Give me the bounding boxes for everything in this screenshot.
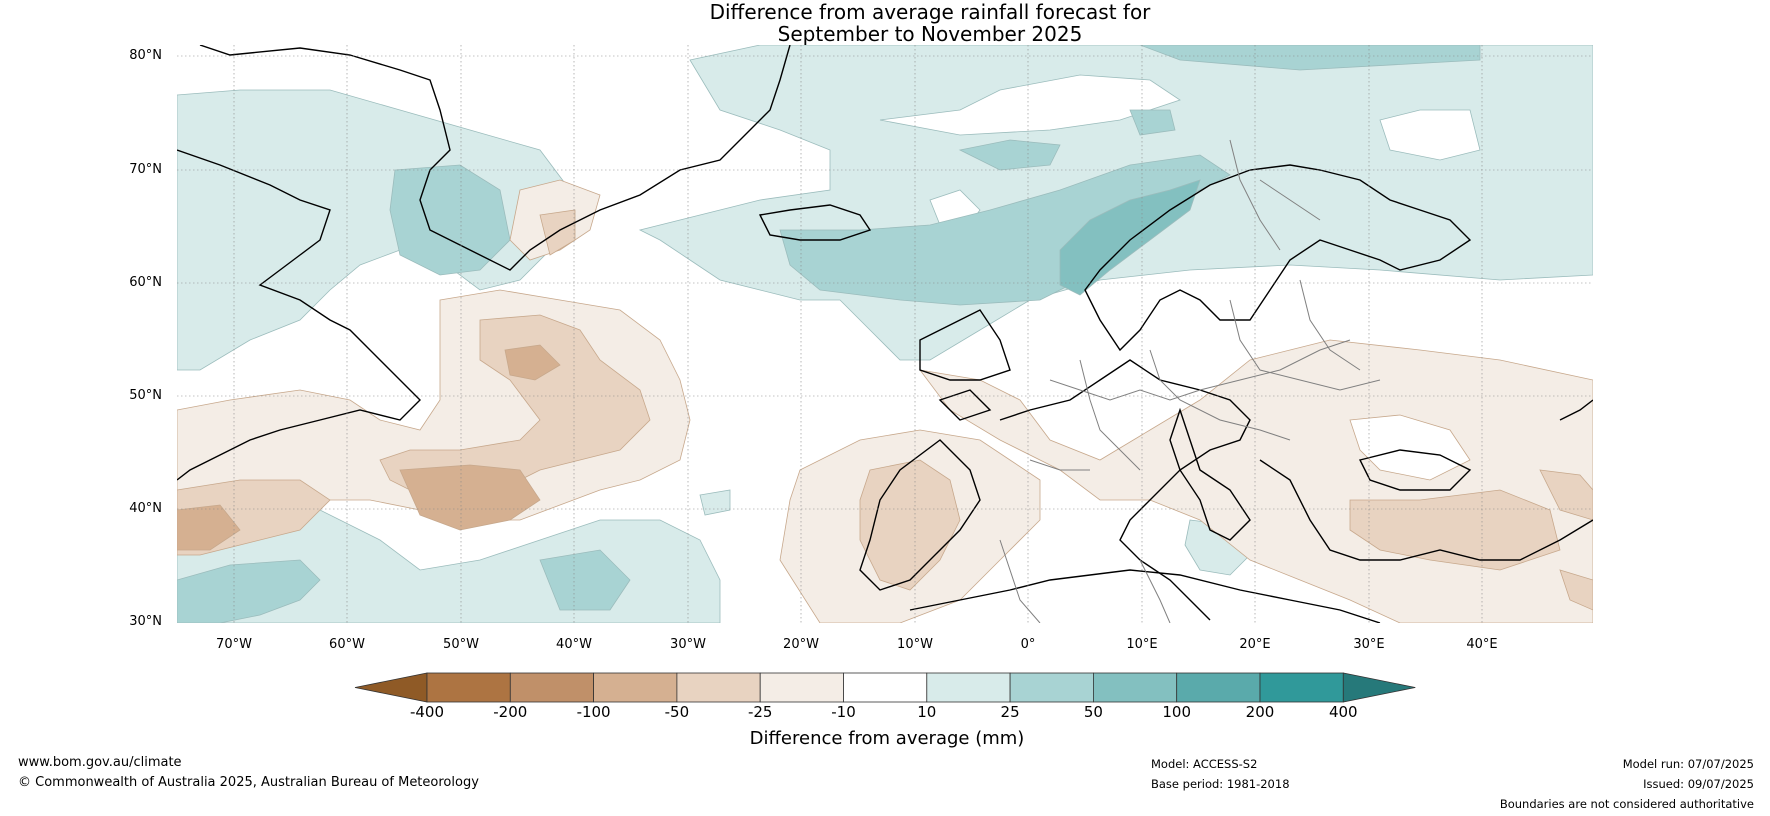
colorbar-segment (509, 672, 594, 703)
colorbar-tick-label: -25 (747, 703, 773, 721)
colorbar-segment (926, 672, 1011, 703)
lon-label-10w: 10°W (897, 637, 933, 652)
colorbar-segment (676, 672, 761, 703)
title-line-2: September to November 2025 (777, 22, 1083, 46)
graticule (177, 45, 1593, 623)
colorbar-tick-label: -50 (664, 703, 690, 721)
colorbar-segment (1176, 672, 1261, 703)
lat-label-30n: 30°N (129, 614, 162, 629)
lon-label-50w: 50°W (443, 637, 479, 652)
footer-model-run: Model run: 07/07/2025 (1622, 757, 1754, 771)
lat-label-70n: 70°N (129, 162, 162, 177)
colorbar-tick-label: -10 (831, 703, 856, 721)
colorbar-tick-label: 400 (1328, 703, 1358, 721)
footer-base-period: Base period: 1981-2018 (1151, 777, 1290, 791)
colorbar-segment (593, 672, 678, 703)
colorbar-extend-high (1342, 672, 1416, 703)
colorbar-tick-label: -200 (493, 703, 528, 721)
lon-label-70w: 70°W (216, 637, 252, 652)
footer-disclaimer: Boundaries are not considered authoritat… (1499, 797, 1754, 811)
colorbar-segment (1009, 672, 1094, 703)
lat-label-40n: 40°N (129, 501, 162, 516)
dry-anomaly-regions (177, 179, 1593, 623)
footer-copyright: © Commonwealth of Australia 2025, Austra… (18, 775, 479, 790)
lon-label-60w: 60°W (329, 637, 365, 652)
lon-label-30w: 30°W (670, 637, 706, 652)
colorbar-segment (759, 672, 844, 703)
colorbar-segment (426, 672, 511, 703)
colorbar-segment (1259, 672, 1344, 703)
colorbar-extend-low (354, 672, 428, 703)
lon-label-0: 0° (1020, 637, 1036, 652)
lon-label-40w: 40°W (556, 637, 592, 652)
lat-label-80n: 80°N (129, 48, 162, 63)
footer-url: www.bom.gov.au/climate (18, 755, 182, 770)
footer-issued: Issued: 09/07/2025 (1643, 777, 1754, 791)
colorbar-segment (843, 672, 928, 703)
colorbar-tick-label: 200 (1245, 703, 1275, 721)
lon-label-30e: 30°E (1353, 637, 1385, 652)
colorbar-segment (1093, 672, 1178, 703)
lon-label-40e: 40°E (1466, 637, 1498, 652)
country-borders (999, 139, 1381, 623)
colorbar-tick-label: 25 (1000, 703, 1020, 721)
colorbar-label: Difference from average (mm) (749, 728, 1025, 749)
lon-label-20e: 20°E (1239, 637, 1271, 652)
rainfall-anomaly-layer (177, 45, 1593, 623)
lat-label-50n: 50°N (129, 388, 162, 403)
coastlines (177, 45, 1593, 623)
lon-label-10e: 10°E (1126, 637, 1158, 652)
colorbar-tick-label: 50 (1083, 703, 1103, 721)
colorbar-tick-label: -100 (576, 703, 611, 721)
colorbar-tick-label: 10 (917, 703, 937, 721)
wet-anomaly-regions (177, 45, 1593, 623)
colorbar-tick-label: 100 (1162, 703, 1191, 721)
title-line-1: Difference from average rainfall forecas… (709, 0, 1151, 24)
lat-label-60n: 60°N (129, 275, 162, 290)
lon-label-20w: 20°W (783, 637, 819, 652)
footer-model: Model: ACCESS-S2 (1151, 757, 1258, 771)
colorbar-tick-label: -400 (409, 703, 445, 721)
